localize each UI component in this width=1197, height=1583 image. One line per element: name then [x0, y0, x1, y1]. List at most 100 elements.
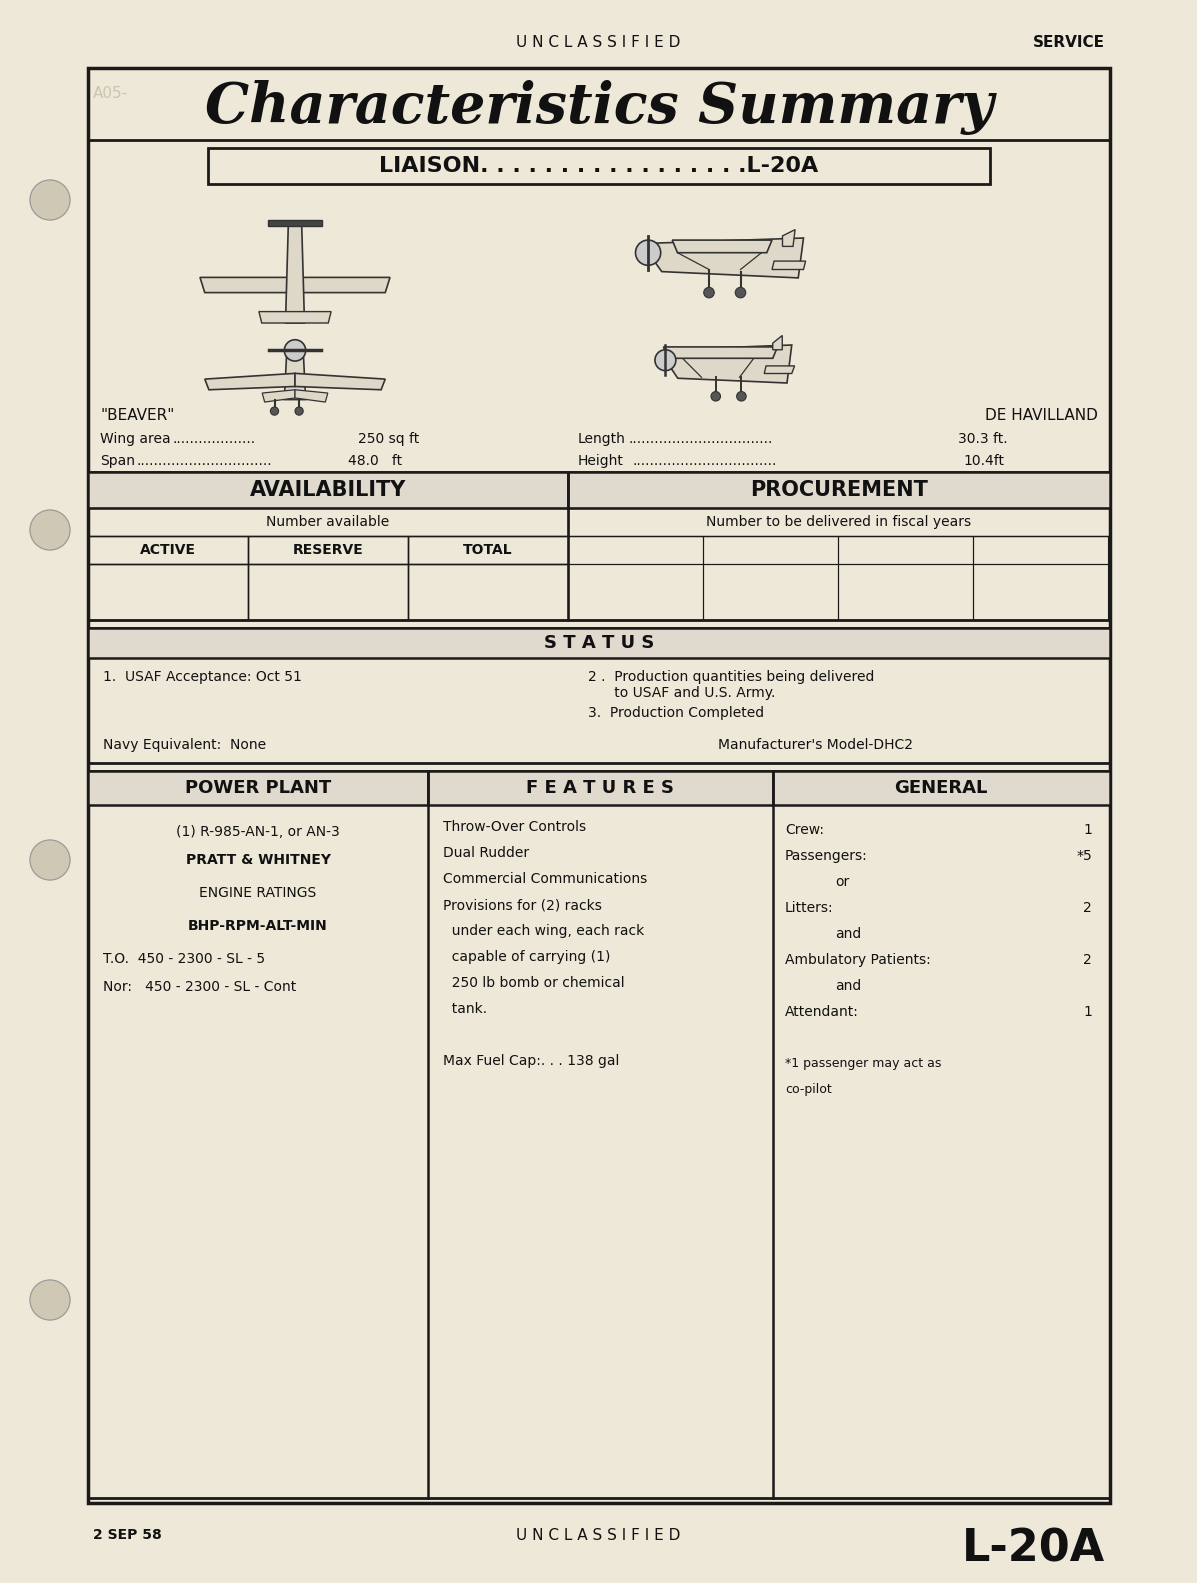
Text: "BEAVER": "BEAVER"	[101, 408, 175, 423]
Bar	[89, 628, 1110, 659]
Text: U N C L A S S I F I E D: U N C L A S S I F I E D	[516, 35, 680, 49]
Bar	[703, 564, 838, 621]
Bar	[89, 564, 248, 621]
Polygon shape	[764, 366, 795, 374]
Text: Dual Rudder: Dual Rudder	[443, 845, 529, 860]
Text: ...............................: ...............................	[136, 454, 272, 469]
Text: 1: 1	[1083, 823, 1092, 837]
Bar	[773, 771, 1110, 806]
Bar	[89, 771, 1110, 1498]
Text: 30.3 ft.: 30.3 ft.	[958, 432, 1008, 446]
Circle shape	[30, 841, 69, 880]
Text: 250 lb bomb or chemical: 250 lb bomb or chemical	[443, 977, 625, 989]
Text: under each wing, each rack: under each wing, each rack	[443, 924, 644, 939]
Text: GENERAL: GENERAL	[894, 779, 988, 796]
Text: PRATT & WHITNEY: PRATT & WHITNEY	[186, 853, 330, 867]
Circle shape	[735, 288, 746, 298]
Text: AVAILABILITY: AVAILABILITY	[250, 480, 406, 500]
Bar	[408, 564, 569, 621]
Text: DE HAVILLAND: DE HAVILLAND	[985, 408, 1098, 423]
Text: Height: Height	[578, 454, 624, 469]
Text: tank.: tank.	[443, 1002, 487, 1016]
Polygon shape	[268, 220, 322, 226]
Polygon shape	[783, 230, 795, 247]
Text: .................................: .................................	[628, 432, 772, 446]
Bar	[838, 564, 973, 621]
Text: Provisions for (2) racks: Provisions for (2) racks	[443, 898, 602, 912]
Circle shape	[285, 340, 305, 361]
Text: 2 .  Production quantities being delivered: 2 . Production quantities being delivere…	[588, 670, 874, 684]
Text: TOTAL: TOTAL	[463, 543, 512, 557]
Circle shape	[271, 407, 279, 415]
Bar	[89, 472, 1110, 621]
Bar	[408, 537, 569, 564]
Polygon shape	[651, 237, 803, 279]
Bar	[569, 537, 703, 564]
Bar	[973, 537, 1108, 564]
Polygon shape	[772, 261, 806, 269]
Text: 1: 1	[1083, 1005, 1092, 1019]
Text: Nor:   450 - 2300 - SL - Cont: Nor: 450 - 2300 - SL - Cont	[103, 980, 296, 994]
Text: Passengers:: Passengers:	[785, 848, 868, 863]
Polygon shape	[205, 374, 294, 389]
Text: *5: *5	[1076, 848, 1092, 863]
Text: *1 passenger may act as: *1 passenger may act as	[785, 1057, 941, 1070]
Polygon shape	[673, 241, 772, 253]
Circle shape	[30, 1281, 69, 1320]
Bar	[569, 508, 1110, 537]
Bar	[89, 68, 1110, 1502]
Bar	[89, 68, 1110, 139]
Polygon shape	[200, 277, 390, 293]
Text: Length: Length	[578, 432, 626, 446]
Text: LIAISON. . . . . . . . . . . . . . . . .L-20A: LIAISON. . . . . . . . . . . . . . . . .…	[379, 157, 819, 176]
Text: to USAF and U.S. Army.: to USAF and U.S. Army.	[588, 685, 776, 700]
Bar	[89, 771, 429, 806]
Text: or: or	[836, 875, 849, 890]
Text: Ambulatory Patients:: Ambulatory Patients:	[785, 953, 931, 967]
Text: 1.  USAF Acceptance: Oct 51: 1. USAF Acceptance: Oct 51	[103, 670, 302, 684]
Text: Max Fuel Cap:. . . 138 gal: Max Fuel Cap:. . . 138 gal	[443, 1054, 619, 1069]
Bar	[973, 564, 1108, 621]
Polygon shape	[294, 374, 385, 389]
Text: and: and	[836, 928, 862, 940]
Polygon shape	[285, 350, 305, 399]
Text: BHP-RPM-ALT-MIN: BHP-RPM-ALT-MIN	[188, 920, 328, 932]
Bar	[248, 537, 408, 564]
Bar	[569, 472, 1110, 508]
Polygon shape	[294, 389, 328, 402]
Text: Crew:: Crew:	[785, 823, 824, 837]
Text: capable of carrying (1): capable of carrying (1)	[443, 950, 610, 964]
Text: (1) R-985-AN-1, or AN-3: (1) R-985-AN-1, or AN-3	[176, 825, 340, 839]
Bar	[703, 537, 838, 564]
Text: Attendant:: Attendant:	[785, 1005, 859, 1019]
Text: SERVICE: SERVICE	[1033, 35, 1105, 49]
Text: Commercial Communications: Commercial Communications	[443, 872, 648, 886]
Bar	[569, 564, 703, 621]
Text: Span: Span	[101, 454, 135, 469]
Text: 2: 2	[1083, 901, 1092, 915]
Text: 2 SEP 58: 2 SEP 58	[93, 1528, 162, 1542]
Polygon shape	[286, 223, 304, 323]
Circle shape	[655, 350, 676, 370]
Bar	[89, 628, 1110, 763]
Text: ENGINE RATINGS: ENGINE RATINGS	[200, 886, 317, 901]
Text: Number to be delivered in fiscal years: Number to be delivered in fiscal years	[706, 514, 972, 529]
Text: Manufacturer's Model-DHC2: Manufacturer's Model-DHC2	[718, 738, 913, 752]
Circle shape	[30, 510, 69, 549]
Text: 2: 2	[1083, 953, 1092, 967]
Text: Navy Equivalent:  None: Navy Equivalent: None	[103, 738, 266, 752]
Circle shape	[294, 407, 303, 415]
Circle shape	[736, 391, 746, 400]
Text: POWER PLANT: POWER PLANT	[184, 779, 332, 796]
Text: T.O.  450 - 2300 - SL - 5: T.O. 450 - 2300 - SL - 5	[103, 951, 265, 966]
Text: 3.  Production Completed: 3. Production Completed	[588, 706, 764, 720]
Polygon shape	[259, 312, 332, 323]
Text: Throw-Over Controls: Throw-Over Controls	[443, 820, 587, 834]
Bar	[429, 771, 773, 806]
Bar	[89, 537, 248, 564]
Text: Litters:: Litters:	[785, 901, 833, 915]
Text: Number available: Number available	[267, 514, 390, 529]
Text: co-pilot: co-pilot	[785, 1083, 832, 1095]
Circle shape	[711, 391, 721, 400]
Circle shape	[704, 288, 715, 298]
